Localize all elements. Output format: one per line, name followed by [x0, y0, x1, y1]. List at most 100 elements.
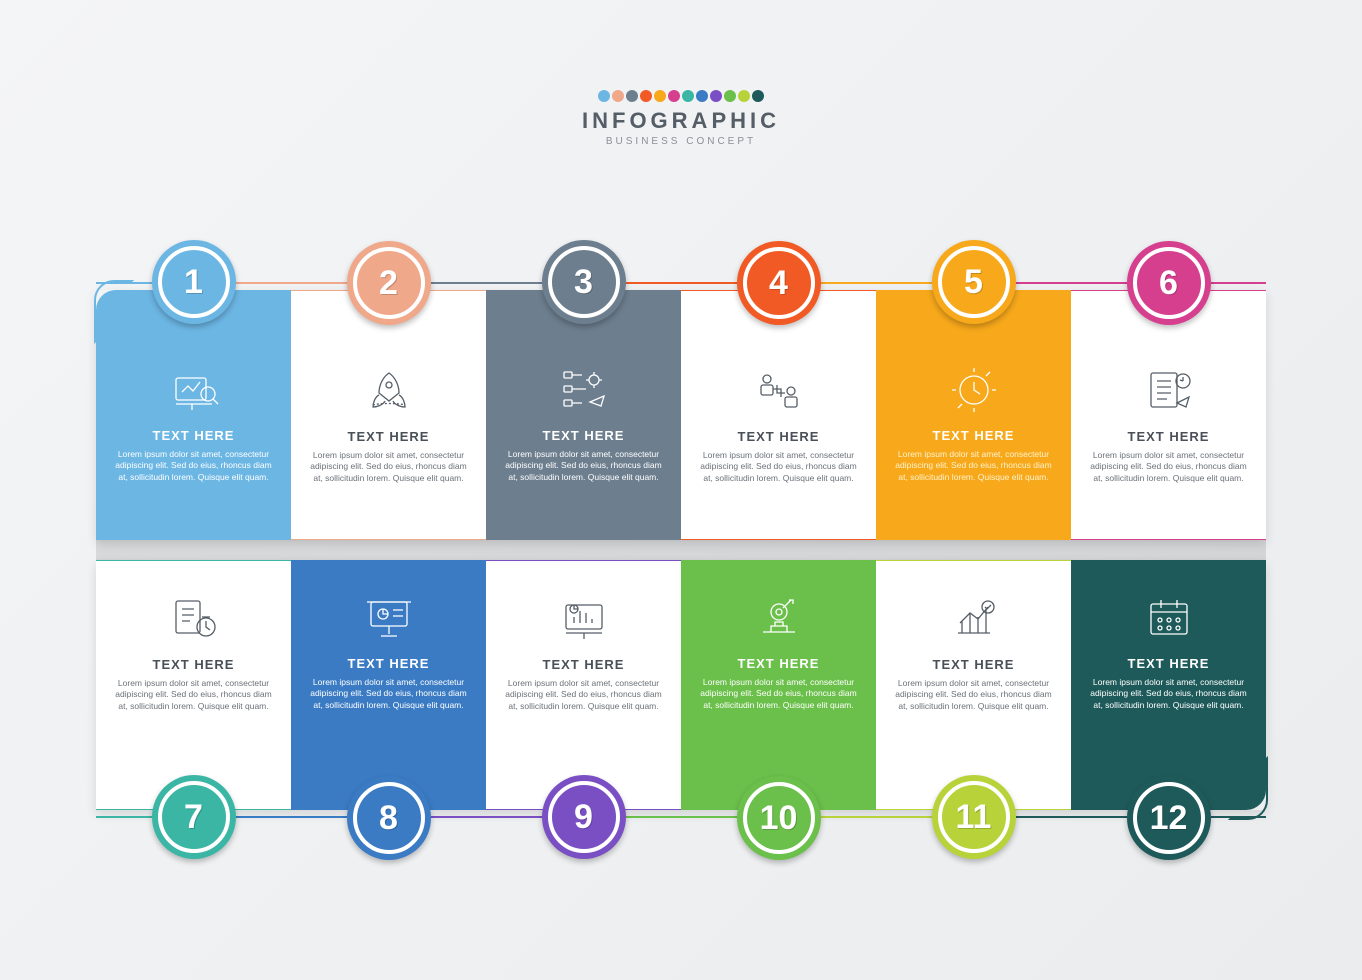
- connector: [236, 816, 347, 818]
- step-card-7: 7TEXT HERELorem ipsum dolor sit amet, co…: [96, 560, 291, 810]
- connector: [1211, 816, 1267, 818]
- step-number: 6: [1159, 264, 1178, 303]
- step-body: Lorem ipsum dolor sit amet, consectetur …: [500, 678, 667, 712]
- step-body: Lorem ipsum dolor sit amet, consectetur …: [305, 677, 472, 711]
- step-title: TEXT HERE: [1128, 656, 1210, 671]
- step-title: TEXT HERE: [153, 657, 235, 672]
- step-card-8: 8TEXT HERELorem ipsum dolor sit amet, co…: [291, 560, 486, 810]
- step-badge-4: 4: [737, 241, 821, 325]
- step-body: Lorem ipsum dolor sit amet, consectetur …: [1085, 677, 1252, 711]
- step-body: Lorem ipsum dolor sit amet, consectetur …: [305, 450, 472, 484]
- step-badge-10: 10: [737, 776, 821, 860]
- step-badge-7: 7: [152, 775, 236, 859]
- connector: [821, 282, 932, 284]
- step-badge-3: 3: [542, 240, 626, 324]
- header-dot: [724, 90, 736, 102]
- team-icon: [753, 363, 805, 419]
- step-number: 10: [760, 799, 798, 838]
- step-badge-8: 8: [347, 776, 431, 860]
- step-card-2: 2TEXT HERELorem ipsum dolor sit amet, co…: [291, 290, 486, 540]
- step-title: TEXT HERE: [738, 656, 820, 671]
- header-dot: [752, 90, 764, 102]
- step-title: TEXT HERE: [933, 657, 1015, 672]
- connector: [236, 282, 347, 284]
- step-number: 4: [769, 264, 788, 303]
- header-dot: [654, 90, 666, 102]
- growth-icon: [948, 591, 1000, 647]
- connector: [626, 282, 737, 284]
- step-body: Lorem ipsum dolor sit amet, consectetur …: [695, 450, 862, 484]
- clock-icon: [948, 362, 1000, 418]
- connector: [431, 282, 542, 284]
- connector: [1016, 816, 1127, 818]
- rocket-icon: [363, 363, 415, 419]
- step-card-12: 12TEXT HERELorem ipsum dolor sit amet, c…: [1071, 560, 1266, 810]
- step-card-1: 1TEXT HERELorem ipsum dolor sit amet, co…: [96, 290, 291, 540]
- header-dot: [738, 90, 750, 102]
- header-dot: [710, 90, 722, 102]
- title: INFOGRAPHIC: [0, 108, 1362, 134]
- step-number: 2: [379, 264, 398, 303]
- step-badge-1: 1: [152, 240, 236, 324]
- header-dot: [640, 90, 652, 102]
- header-dot: [682, 90, 694, 102]
- step-number: 8: [379, 799, 398, 838]
- calendar-icon: [1143, 590, 1195, 646]
- report-icon: [168, 591, 220, 647]
- header-dot: [626, 90, 638, 102]
- step-card-5: 5TEXT HERELorem ipsum dolor sit amet, co…: [876, 290, 1071, 540]
- step-body: Lorem ipsum dolor sit amet, consectetur …: [110, 678, 277, 712]
- step-body: Lorem ipsum dolor sit amet, consectetur …: [695, 677, 862, 711]
- target-icon: [753, 590, 805, 646]
- connector: [96, 282, 152, 284]
- step-card-6: 6TEXT HERELorem ipsum dolor sit amet, co…: [1071, 290, 1266, 540]
- step-title: TEXT HERE: [933, 428, 1015, 443]
- step-body: Lorem ipsum dolor sit amet, consectetur …: [500, 449, 667, 483]
- step-number: 5: [964, 263, 983, 302]
- connector: [96, 816, 152, 818]
- step-badge-2: 2: [347, 241, 431, 325]
- step-card-9: 9TEXT HERELorem ipsum dolor sit amet, co…: [486, 560, 681, 810]
- header-dots: [0, 90, 1362, 102]
- step-body: Lorem ipsum dolor sit amet, consectetur …: [890, 678, 1057, 712]
- step-card-4: 4TEXT HERELorem ipsum dolor sit amet, co…: [681, 290, 876, 540]
- step-badge-6: 6: [1127, 241, 1211, 325]
- row-top: 1TEXT HERELorem ipsum dolor sit amet, co…: [96, 290, 1266, 540]
- step-number: 11: [956, 798, 992, 837]
- step-body: Lorem ipsum dolor sit amet, consectetur …: [1085, 450, 1252, 484]
- step-number: 12: [1150, 799, 1188, 838]
- subtitle: BUSINESS CONCEPT: [0, 136, 1362, 147]
- dashboard-icon: [558, 591, 610, 647]
- connector: [626, 816, 737, 818]
- header-dot: [612, 90, 624, 102]
- step-badge-12: 12: [1127, 776, 1211, 860]
- connector: [1016, 282, 1127, 284]
- row-bottom: 7TEXT HERELorem ipsum dolor sit amet, co…: [96, 560, 1266, 810]
- step-number: 9: [574, 798, 593, 837]
- analytics-icon: [168, 362, 220, 418]
- step-title: TEXT HERE: [543, 428, 625, 443]
- step-title: TEXT HERE: [348, 656, 430, 671]
- presentation-icon: [363, 590, 415, 646]
- step-badge-5: 5: [932, 240, 1016, 324]
- step-title: TEXT HERE: [153, 428, 235, 443]
- header-dot: [598, 90, 610, 102]
- connector: [1211, 282, 1267, 284]
- step-title: TEXT HERE: [738, 429, 820, 444]
- step-badge-9: 9: [542, 775, 626, 859]
- step-number: 3: [574, 263, 593, 302]
- step-title: TEXT HERE: [348, 429, 430, 444]
- header-dot: [696, 90, 708, 102]
- step-card-11: 11TEXT HERELorem ipsum dolor sit amet, c…: [876, 560, 1071, 810]
- checklist-icon: [1143, 363, 1195, 419]
- step-body: Lorem ipsum dolor sit amet, consectetur …: [110, 449, 277, 483]
- step-number: 1: [184, 263, 203, 302]
- step-title: TEXT HERE: [543, 657, 625, 672]
- header-dot: [668, 90, 680, 102]
- step-card-10: 10TEXT HERELorem ipsum dolor sit amet, c…: [681, 560, 876, 810]
- connector: [821, 816, 932, 818]
- step-badge-11: 11: [932, 775, 1016, 859]
- step-title: TEXT HERE: [1128, 429, 1210, 444]
- step-number: 7: [184, 798, 203, 837]
- step-card-3: 3TEXT HERELorem ipsum dolor sit amet, co…: [486, 290, 681, 540]
